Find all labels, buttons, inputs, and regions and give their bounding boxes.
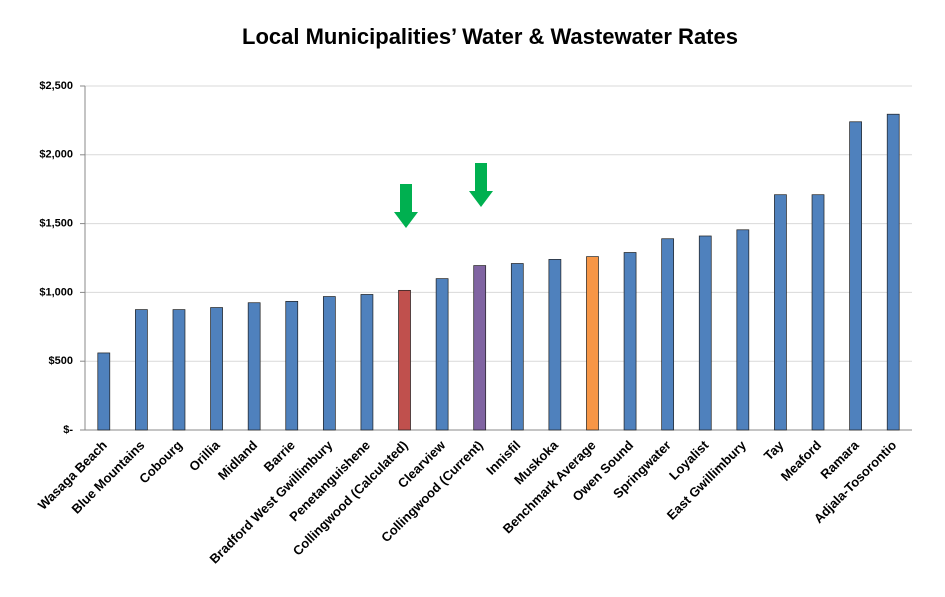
bar — [285, 300, 299, 431]
bar — [247, 302, 261, 431]
y-tick-label: $1,000 — [39, 286, 73, 298]
bar — [135, 309, 148, 431]
y-tick-label: $500 — [49, 355, 73, 367]
bar — [210, 307, 223, 431]
x-tick-label: Midland — [215, 437, 260, 482]
bar — [661, 238, 675, 431]
bar — [623, 252, 637, 431]
bar — [398, 289, 411, 431]
x-tick-label: Meaford — [778, 437, 824, 483]
bar — [172, 309, 186, 431]
bar — [698, 235, 712, 431]
bar — [97, 352, 111, 431]
bar — [548, 259, 562, 431]
bar — [886, 113, 900, 431]
arrow — [394, 163, 493, 228]
bar — [811, 194, 825, 431]
y-tick-label: $- — [63, 424, 73, 436]
y-tick-label: $1,500 — [39, 218, 73, 230]
bar — [473, 265, 487, 431]
bar — [360, 294, 374, 431]
y-tick-label: $2,500 — [39, 80, 73, 92]
bar — [435, 278, 449, 431]
bar — [322, 296, 336, 431]
y-tick-label: $2,000 — [39, 149, 73, 161]
x-tick-label: Tay — [761, 437, 787, 463]
bar — [774, 194, 787, 431]
chart-title: Local Municipalities’ Water & Wastewater… — [242, 24, 738, 49]
bar — [510, 263, 524, 431]
bar — [736, 229, 750, 431]
bar — [849, 121, 862, 431]
bar — [586, 256, 599, 431]
